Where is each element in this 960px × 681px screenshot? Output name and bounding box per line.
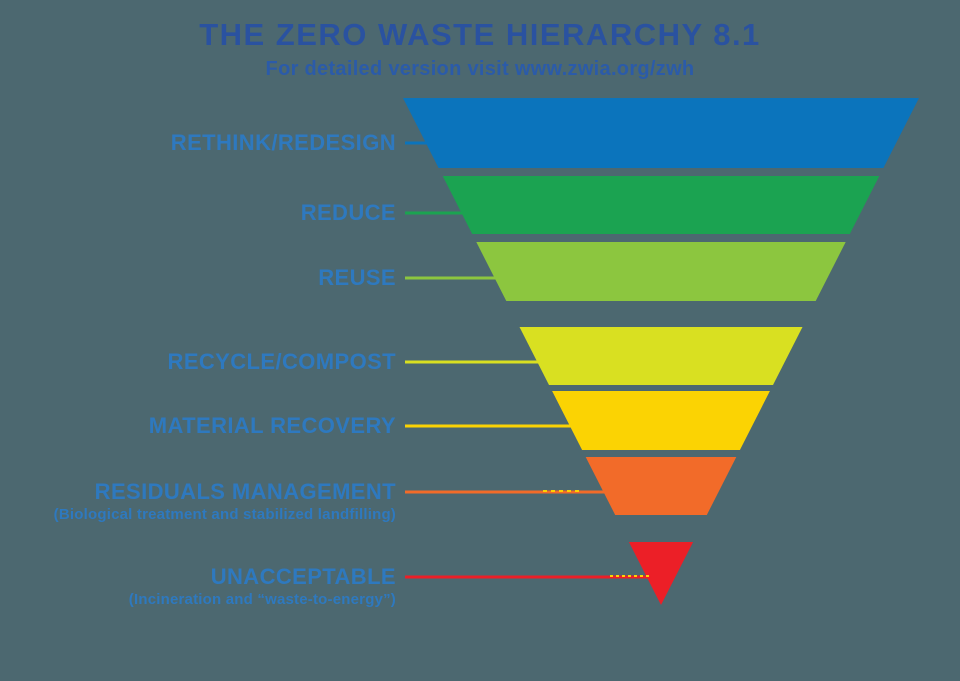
funnel-band-residuals-management xyxy=(585,457,737,515)
funnel-band-recycle-compost xyxy=(519,327,803,385)
funnel-band-reduce xyxy=(442,176,880,234)
funnel-band-reuse xyxy=(476,242,846,301)
header: THE ZERO WASTE HIERARCHY 8.1 For detaile… xyxy=(0,0,960,80)
page-title: THE ZERO WASTE HIERARCHY 8.1 xyxy=(199,17,761,52)
page-subtitle: For detailed version visit www.zwia.org/… xyxy=(265,58,695,80)
funnel-band-rethink-redesign xyxy=(403,98,919,168)
funnel-band-material-recovery xyxy=(552,391,770,450)
funnel-band-unacceptable xyxy=(628,542,694,605)
